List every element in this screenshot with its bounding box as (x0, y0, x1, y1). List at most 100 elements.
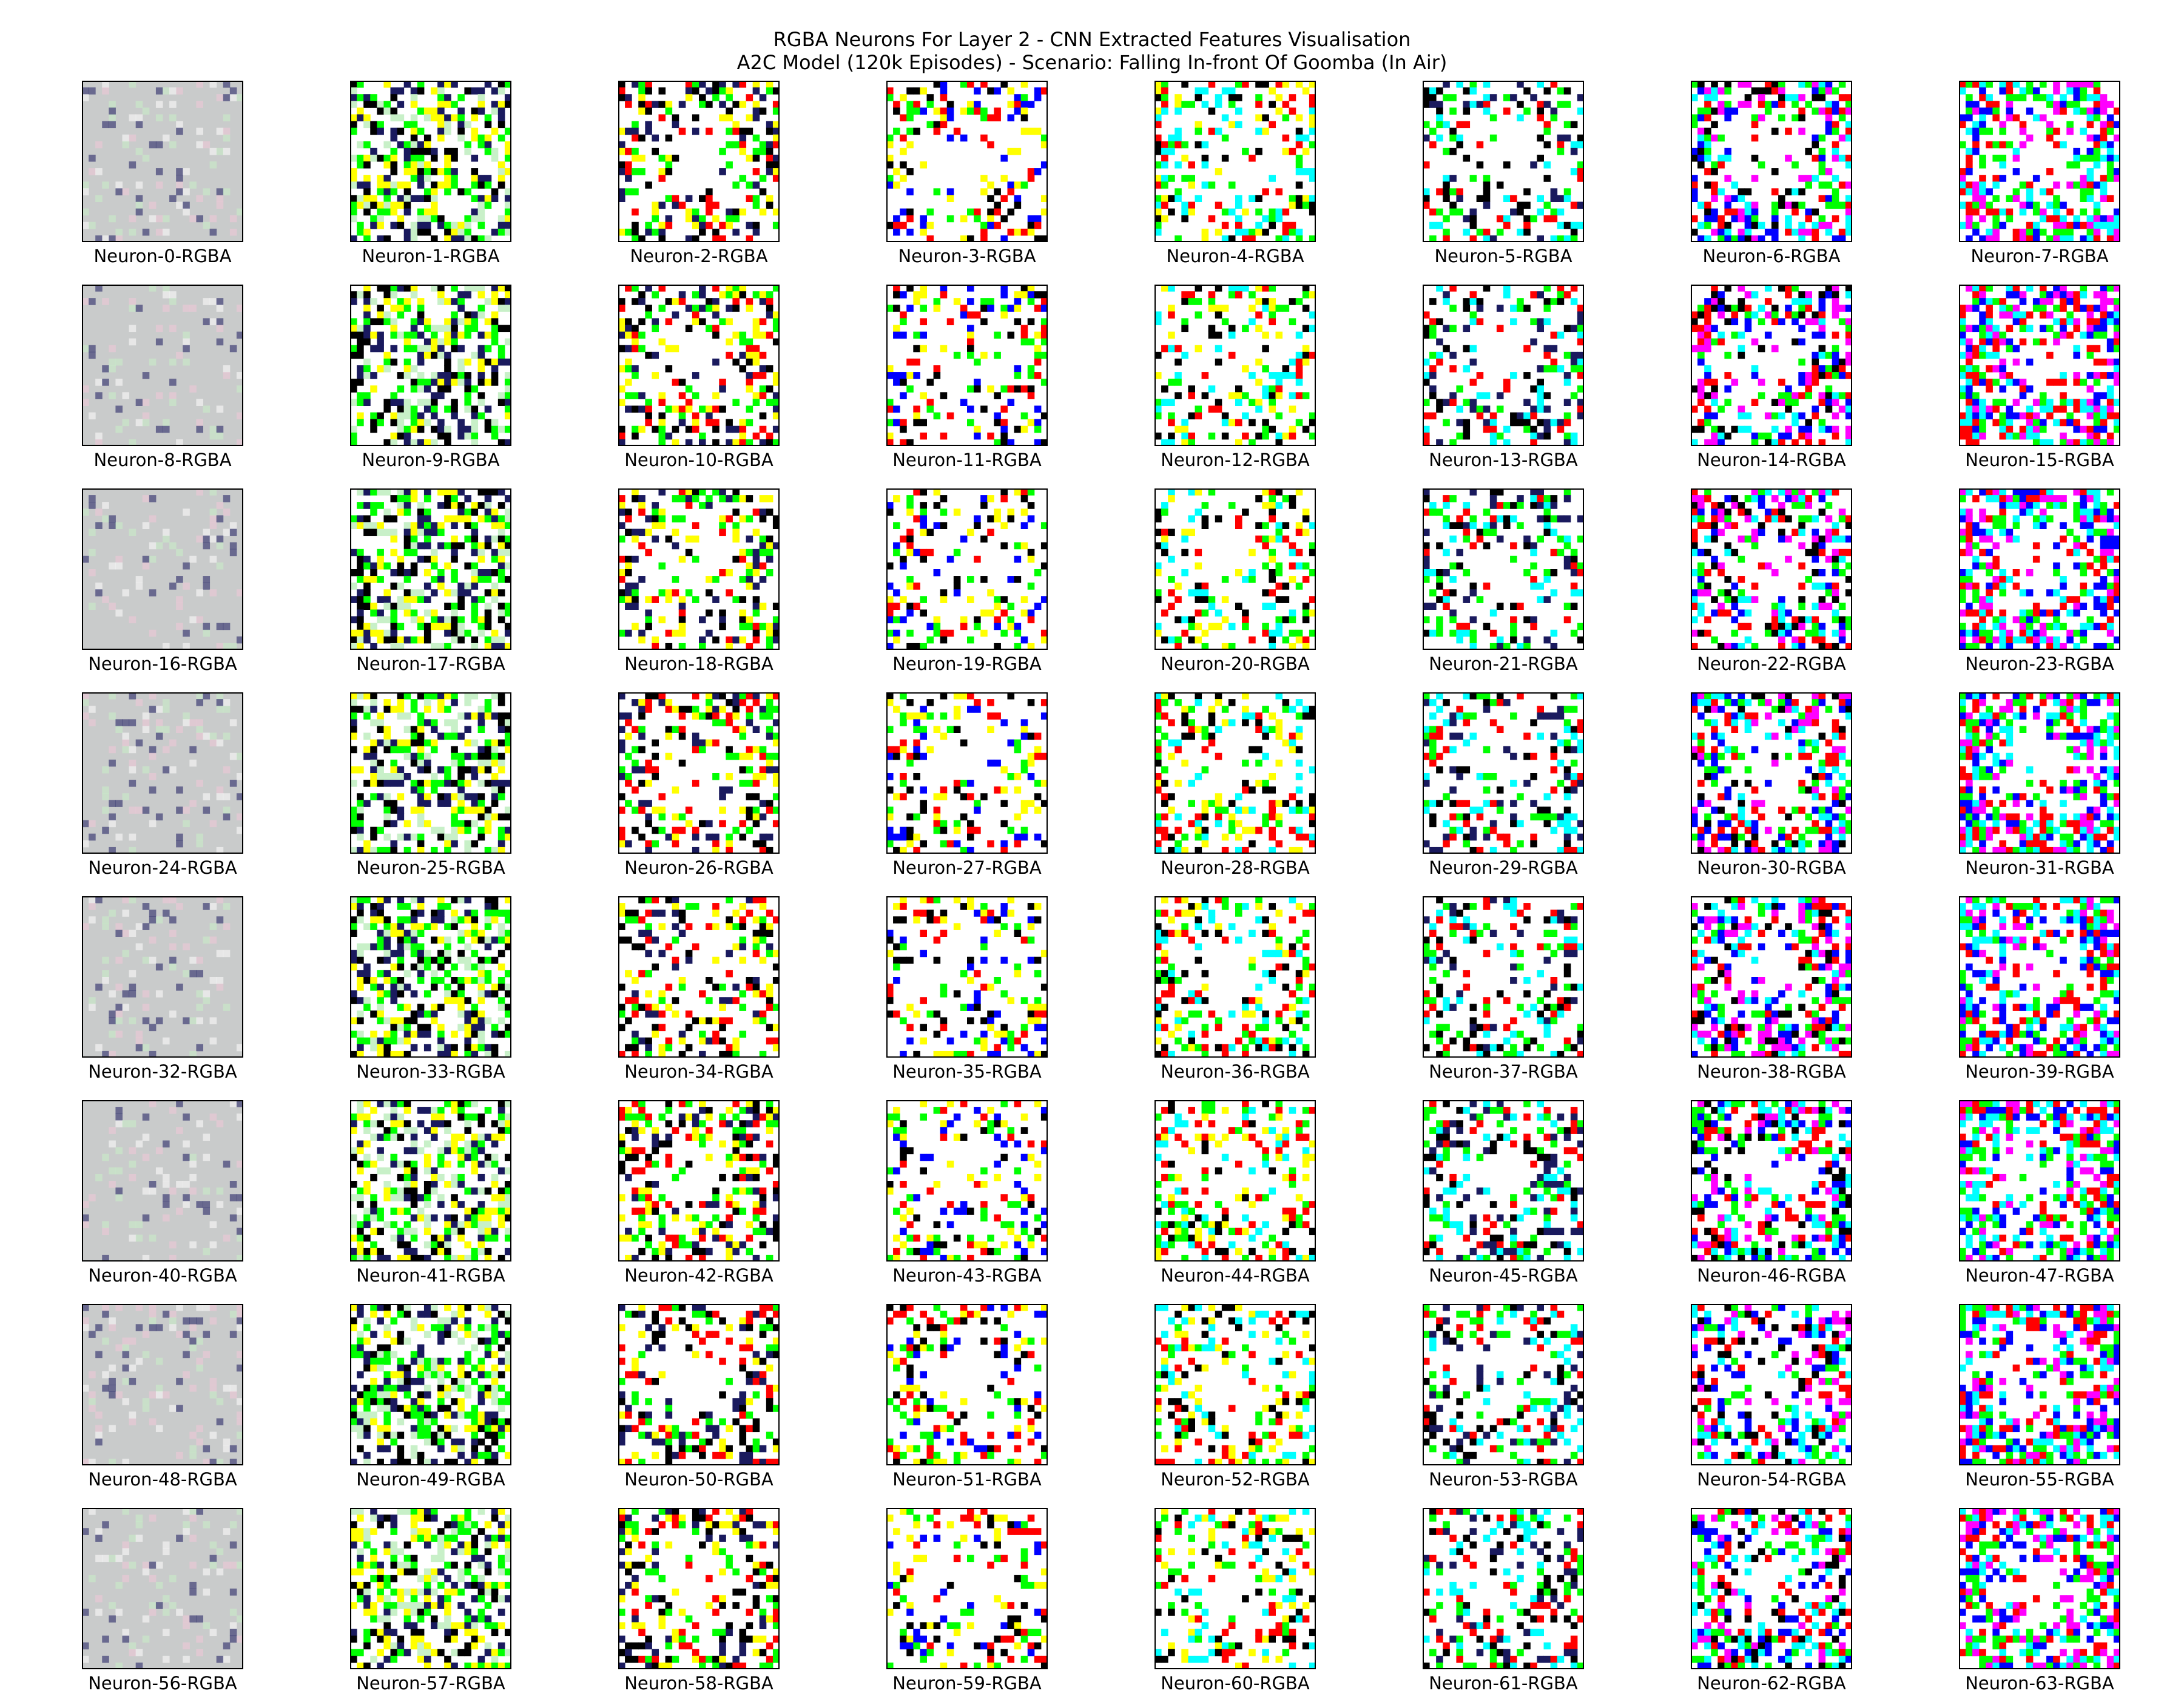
feature-map-image (82, 285, 243, 446)
feature-map-image (618, 692, 780, 854)
feature-map-image (1423, 488, 1584, 650)
neuron-label: Neuron-59-RGBA (892, 1673, 1042, 1694)
neuron-panel (1691, 81, 1852, 242)
feature-map-image (350, 692, 511, 854)
neuron-panel (1154, 1100, 1316, 1262)
neuron-panel (1423, 1304, 1584, 1465)
neuron-panel (1691, 896, 1852, 1058)
neuron-label: Neuron-9-RGBA (362, 450, 500, 470)
neuron-panel (1423, 1100, 1584, 1262)
neuron-panel (1154, 896, 1316, 1058)
feature-map-image (1154, 896, 1316, 1058)
neuron-label: Neuron-51-RGBA (892, 1469, 1042, 1490)
feature-map-image (1691, 896, 1852, 1058)
neuron-panel (350, 692, 511, 854)
feature-map-image (618, 488, 780, 650)
neuron-panel (618, 285, 780, 446)
neuron-label: Neuron-45-RGBA (1429, 1265, 1578, 1286)
neuron-panel (82, 896, 243, 1058)
neuron-panel (1423, 488, 1584, 650)
neuron-label: Neuron-37-RGBA (1429, 1061, 1578, 1082)
neuron-label: Neuron-50-RGBA (624, 1469, 774, 1490)
feature-map-image (350, 1304, 511, 1465)
neuron-label: Neuron-26-RGBA (624, 857, 774, 878)
feature-map-image (82, 81, 243, 242)
neuron-label: Neuron-49-RGBA (356, 1469, 505, 1490)
feature-map-image (1691, 81, 1852, 242)
neuron-label: Neuron-42-RGBA (624, 1265, 774, 1286)
feature-map-image (1154, 1304, 1316, 1465)
feature-map-image (350, 285, 511, 446)
neuron-label: Neuron-58-RGBA (624, 1673, 774, 1694)
feature-map-image (1423, 1304, 1584, 1465)
feature-map-image (350, 81, 511, 242)
neuron-label: Neuron-48-RGBA (88, 1469, 237, 1490)
neuron-panel (1691, 285, 1852, 446)
neuron-panel (350, 488, 511, 650)
feature-map-image (618, 1304, 780, 1465)
neuron-panel (82, 1508, 243, 1669)
neuron-label: Neuron-7-RGBA (1970, 246, 2109, 266)
neuron-panel (350, 1508, 511, 1669)
neuron-panel (1423, 285, 1584, 446)
neuron-label: Neuron-47-RGBA (1965, 1265, 2114, 1286)
neuron-panel (1154, 692, 1316, 854)
neuron-panel (618, 1304, 780, 1465)
neuron-panel (1959, 896, 2120, 1058)
neuron-panel (1959, 692, 2120, 854)
neuron-label: Neuron-32-RGBA (88, 1061, 237, 1082)
neuron-panel (886, 1508, 1048, 1669)
neuron-label: Neuron-23-RGBA (1965, 654, 2114, 674)
neuron-panel (1154, 488, 1316, 650)
neuron-panel (350, 1304, 511, 1465)
neuron-label: Neuron-18-RGBA (624, 654, 774, 674)
feature-map-image (1959, 692, 2120, 854)
feature-map-image (1154, 692, 1316, 854)
neuron-panel (1959, 1304, 2120, 1465)
neuron-label: Neuron-44-RGBA (1161, 1265, 1310, 1286)
feature-map-image (1154, 1508, 1316, 1669)
feature-map-image (1691, 1100, 1852, 1262)
neuron-label: Neuron-31-RGBA (1965, 857, 2114, 878)
neuron-label: Neuron-39-RGBA (1965, 1061, 2114, 1082)
neuron-label: Neuron-15-RGBA (1965, 450, 2114, 470)
neuron-panel (1691, 488, 1852, 650)
feature-map-image (350, 896, 511, 1058)
neuron-panel (618, 692, 780, 854)
neuron-label: Neuron-60-RGBA (1161, 1673, 1310, 1694)
feature-map-image (350, 1100, 511, 1262)
feature-map-image (1691, 692, 1852, 854)
feature-map-image (886, 285, 1048, 446)
feature-map-image (1959, 1508, 2120, 1669)
neuron-label: Neuron-22-RGBA (1697, 654, 1846, 674)
neuron-label: Neuron-13-RGBA (1429, 450, 1578, 470)
neuron-panel (1691, 692, 1852, 854)
feature-map-image (1154, 488, 1316, 650)
neuron-label: Neuron-38-RGBA (1697, 1061, 1846, 1082)
neuron-label: Neuron-8-RGBA (93, 450, 232, 470)
feature-map-image (1691, 285, 1852, 446)
neuron-label: Neuron-5-RGBA (1434, 246, 1572, 266)
feature-map-image (1959, 81, 2120, 242)
neuron-panel (618, 81, 780, 242)
neuron-panel (1959, 488, 2120, 650)
neuron-label: Neuron-21-RGBA (1429, 654, 1578, 674)
neuron-panel (1423, 1508, 1584, 1669)
neuron-panel (1154, 81, 1316, 242)
figure-title-line-1: RGBA Neurons For Layer 2 - CNN Extracted… (773, 28, 1411, 51)
feature-map-image (350, 488, 511, 650)
neuron-panel (618, 896, 780, 1058)
neuron-label: Neuron-62-RGBA (1697, 1673, 1846, 1694)
neuron-label: Neuron-20-RGBA (1161, 654, 1310, 674)
neuron-label: Neuron-4-RGBA (1166, 246, 1304, 266)
feature-map-image (1691, 1304, 1852, 1465)
feature-map-image (618, 285, 780, 446)
neuron-panel (1691, 1100, 1852, 1262)
feature-map-image (618, 81, 780, 242)
feature-map-image (1959, 1304, 2120, 1465)
neuron-label: Neuron-33-RGBA (356, 1061, 505, 1082)
feature-map-image (886, 488, 1048, 650)
feature-map-image (1423, 692, 1584, 854)
feature-map-image (82, 692, 243, 854)
